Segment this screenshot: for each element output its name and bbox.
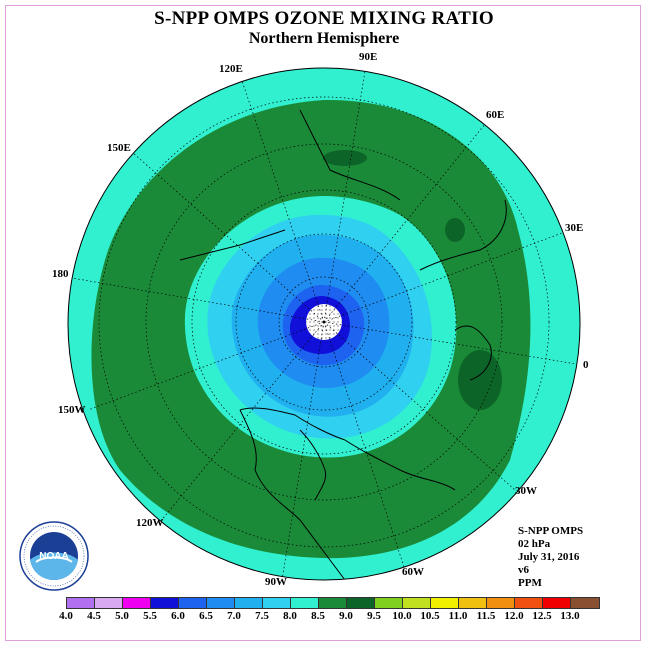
- colorbar-tick-label: 8.0: [283, 610, 297, 622]
- colorbar-swatch: [151, 598, 179, 608]
- info-version: v6: [518, 564, 529, 576]
- colorbar-tick-label: 11.5: [476, 610, 496, 622]
- dark-green-patch-atlantic: [458, 350, 502, 410]
- colorbar-tick-label: 4.5: [87, 610, 101, 622]
- colorbar-swatch: [459, 598, 487, 608]
- colorbar-swatch: [235, 598, 263, 608]
- page-subtitle: Northern Hemisphere: [248, 30, 400, 47]
- map-boundary: [67, 67, 581, 581]
- colorbar-swatch: [207, 598, 235, 608]
- continent-outlines: [179, 109, 507, 580]
- graticule: [71, 68, 580, 580]
- colorbar-tick-label: 12.5: [532, 610, 552, 622]
- colorbar-tick-label: 9.0: [339, 610, 353, 622]
- page-frame: [5, 5, 641, 641]
- colorbar-tick-label: 10.5: [420, 610, 440, 622]
- colorbar-tick-label: 9.5: [367, 610, 381, 622]
- colorbar-swatch: [431, 598, 459, 608]
- lon-label-60w: 60W: [402, 566, 424, 578]
- colorbar-swatch: [515, 598, 543, 608]
- lon-label-120w: 120W: [136, 517, 164, 529]
- colorbar-swatch: [263, 598, 291, 608]
- colorbar-tick-label: 7.0: [227, 610, 241, 622]
- dark-green-patch-asia: [323, 150, 367, 166]
- colorbar-swatch: [179, 598, 207, 608]
- lon-label-120e: 120E: [219, 63, 243, 75]
- lon-label-0: 0: [583, 359, 589, 371]
- lon-label-150e: 150E: [107, 142, 131, 154]
- colorbar-tick-label: 10.0: [392, 610, 412, 622]
- colorbar-swatch: [319, 598, 347, 608]
- lon-label-30w: 30W: [515, 485, 537, 497]
- colorbar-swatch: [375, 598, 403, 608]
- colorbar-tick-label: 8.5: [311, 610, 325, 622]
- colorbar-tick-label: 5.5: [143, 610, 157, 622]
- colorbar-tick-label: 7.5: [255, 610, 269, 622]
- info-instrument: S-NPP OMPS: [518, 525, 584, 537]
- colorbar-swatch: [291, 598, 319, 608]
- colorbar-tick-label: 6.0: [171, 610, 185, 622]
- colorbar-swatch: [347, 598, 375, 608]
- colorbar-swatch: [95, 598, 123, 608]
- dark-green-patch-east: [445, 218, 465, 242]
- info-units: PPM: [518, 577, 542, 589]
- lon-label-60e: 60E: [486, 109, 505, 121]
- lon-label-90w: 90W: [265, 576, 287, 588]
- colorbar-swatch: [123, 598, 151, 608]
- colorbar-tick-label: 5.0: [115, 610, 129, 622]
- colorbar-swatch: [543, 598, 571, 608]
- noaa-logo: NOAA: [19, 521, 89, 591]
- colorbar-tick-label: 13.0: [560, 610, 580, 622]
- colorbar-swatch: [571, 598, 599, 608]
- info-pressure-level: 02 hPa: [518, 538, 551, 550]
- lon-label-150w: 150W: [58, 404, 86, 416]
- colorbar-tick-label: 11.0: [448, 610, 468, 622]
- info-date: July 31, 2016: [518, 551, 580, 563]
- noaa-logo-text: NOAA: [39, 551, 68, 562]
- lon-label-30e: 30E: [565, 222, 584, 234]
- colorbar-tick-label: 6.5: [199, 610, 213, 622]
- colorbar-swatch: [67, 598, 95, 608]
- colorbar: [66, 597, 600, 609]
- lon-label-180: 180: [52, 268, 69, 280]
- green-ring-region: [91, 99, 531, 559]
- info-block: S-NPP OMPS 02 hPa July 31, 2016 v6 PPM: [518, 525, 583, 590]
- ozone-field: [68, 68, 580, 580]
- colorbar-swatch: [487, 598, 515, 608]
- lon-label-90e: 90E: [359, 51, 378, 63]
- page-title: S-NPP OMPS OZONE MIXING RATIO: [154, 8, 494, 29]
- colorbar-swatch: [403, 598, 431, 608]
- colorbar-tick-label: 4.0: [59, 610, 73, 622]
- colorbar-tick-label: 12.0: [504, 610, 524, 622]
